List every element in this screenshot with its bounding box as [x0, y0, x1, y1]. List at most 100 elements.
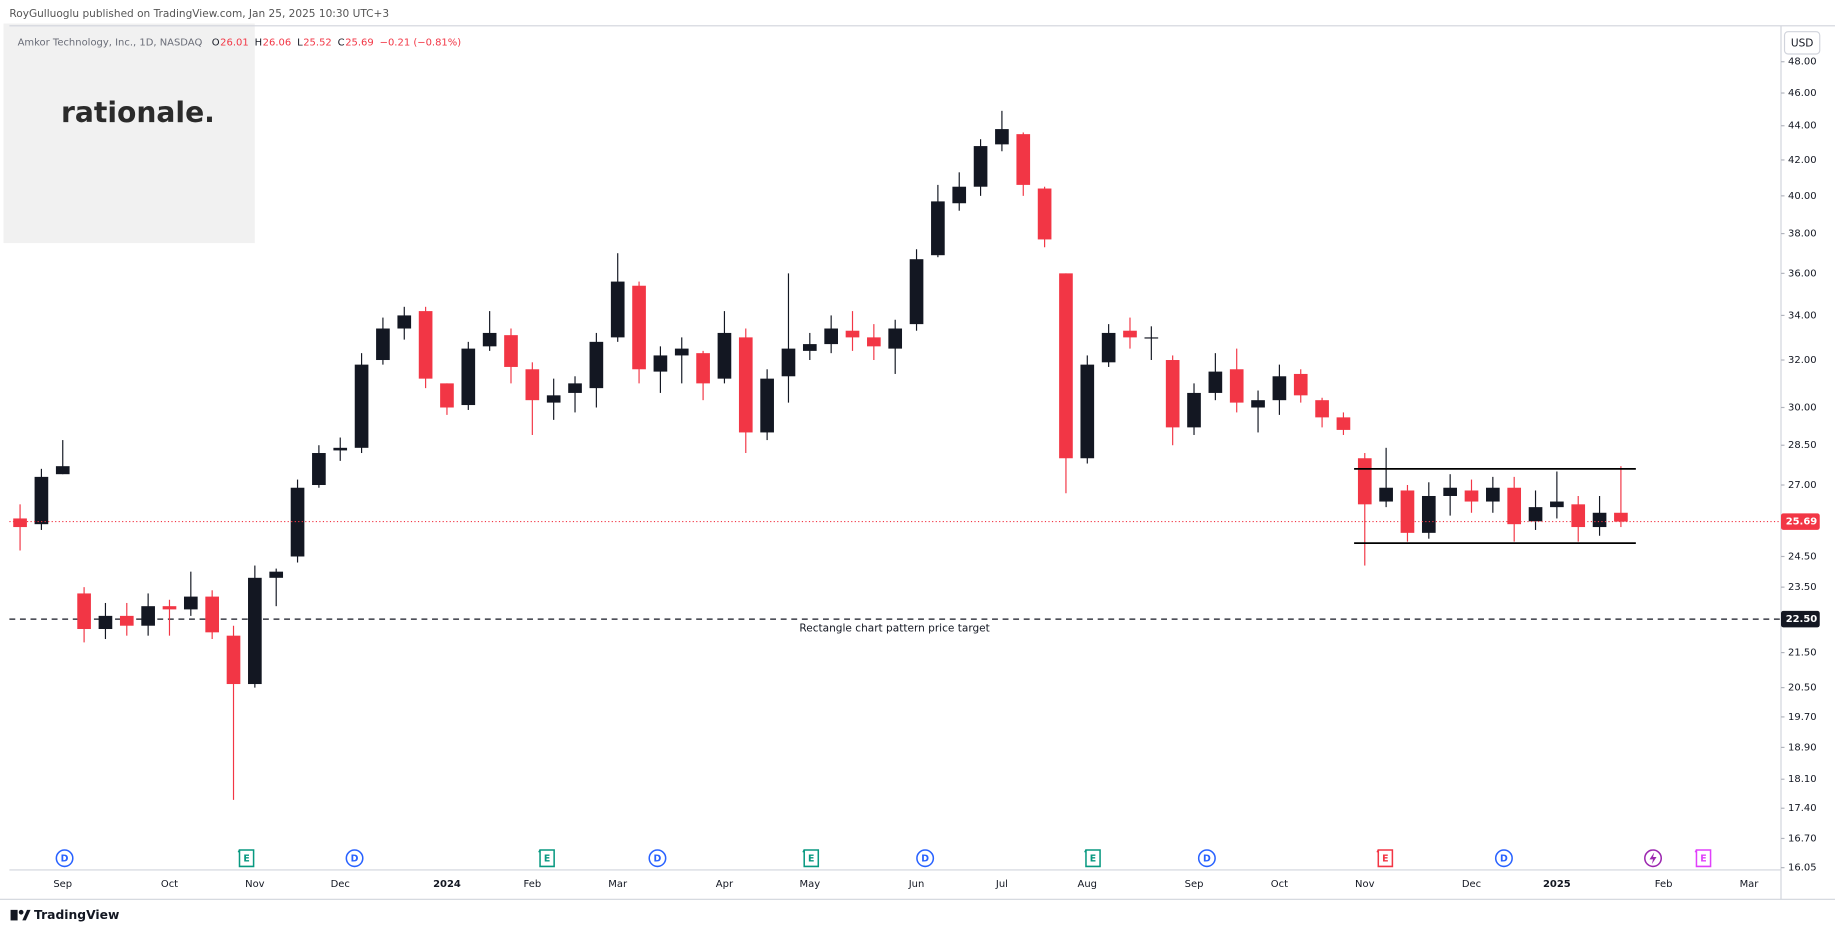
candle-body: [226, 635, 241, 685]
candle-body: [13, 518, 27, 528]
legend-change: −0.21 (−0.81%): [380, 37, 462, 48]
x-tick-label: 2024: [433, 879, 461, 890]
candle-body: [674, 348, 689, 356]
y-tick-label: 32.00: [1788, 355, 1817, 366]
event-label: E: [808, 853, 814, 864]
event-label: D: [61, 853, 69, 864]
last-price-label: 25.69: [1786, 517, 1818, 528]
candle-body: [1101, 332, 1116, 363]
lightning-event: [1644, 849, 1663, 868]
y-tick-label: 44.00: [1788, 121, 1817, 132]
candle-body: [952, 186, 967, 204]
target-label: 22.50: [1786, 614, 1818, 625]
candle-body: [141, 606, 155, 626]
y-tick-label: 18.90: [1788, 742, 1817, 753]
y-tick-label: 19.70: [1788, 712, 1817, 723]
candle-body: [888, 328, 903, 349]
candle-body: [269, 571, 284, 578]
candle-body: [354, 364, 369, 448]
x-tick-label: Nov: [1355, 879, 1375, 890]
legend-value: 25.52: [303, 37, 332, 48]
event-marker: [916, 849, 935, 868]
candle-body: [1037, 188, 1052, 240]
y-tick-label: 24.50: [1788, 551, 1817, 562]
event-marker: [1197, 849, 1216, 868]
candle-body: [973, 146, 988, 187]
y-tick-label: 48.00: [1788, 57, 1817, 68]
candle-body: [312, 453, 326, 486]
event-marker: [1694, 849, 1712, 868]
last-price-box: [1780, 513, 1820, 530]
x-tick-label: Feb: [524, 879, 542, 890]
candle-body: [119, 615, 134, 626]
legend-key: H: [255, 37, 263, 48]
event-label: D: [1500, 853, 1508, 864]
candle-body: [1571, 504, 1586, 528]
y-tick-label: 27.00: [1788, 480, 1817, 491]
event-label: E: [1700, 853, 1706, 864]
candle-body: [1251, 400, 1265, 408]
candle-body: [1315, 400, 1329, 418]
y-tick-label: 18.10: [1788, 774, 1817, 785]
candle-body: [183, 596, 198, 610]
x-tick-label: Dec: [1462, 879, 1481, 890]
y-tick-label: 16.70: [1788, 833, 1817, 844]
candle-body: [376, 328, 390, 361]
lightning-icon: [1649, 852, 1657, 865]
y-tick-label: 21.50: [1788, 648, 1817, 659]
candle-body: [1592, 512, 1607, 528]
candle-body: [589, 341, 604, 389]
candle-body: [1379, 487, 1393, 502]
logo-part: [22, 909, 31, 921]
legend-value: 25.69: [345, 37, 374, 48]
candle-body: [98, 615, 113, 630]
event-marker: [648, 849, 667, 868]
candle-body: [397, 315, 412, 329]
x-tick-label: Jun: [908, 879, 925, 890]
watermark-box: [3, 23, 255, 244]
x-tick-label: Sep: [53, 879, 72, 890]
candle-body: [802, 344, 817, 351]
currency-button[interactable]: [1783, 31, 1821, 55]
candle-body: [760, 378, 774, 433]
y-tick-label: 34.00: [1788, 310, 1817, 321]
candle-body: [1336, 417, 1351, 430]
event-label: D: [351, 853, 359, 864]
candle-body: [1144, 337, 1159, 339]
currency-label[interactable]: USD: [1791, 37, 1814, 49]
legend-value: 26.06: [263, 37, 292, 48]
logo-part: [10, 909, 18, 921]
candle-body: [55, 466, 70, 475]
candle-body: [1229, 369, 1244, 403]
candle-body: [77, 593, 91, 630]
event-marker: [1084, 849, 1101, 868]
candle-body: [290, 487, 305, 557]
x-tick-label: Sep: [1185, 879, 1204, 890]
event-label: E: [1382, 853, 1388, 864]
candle-body: [1059, 273, 1073, 459]
candle-body: [1464, 490, 1479, 502]
candle-body: [610, 281, 625, 338]
candle-body: [1421, 495, 1436, 533]
candle-body: [995, 129, 1009, 145]
candle-body: [546, 395, 561, 403]
candle-body: [867, 337, 881, 347]
target-box: [1780, 610, 1820, 628]
x-tick-label: Oct: [161, 879, 178, 890]
y-tick-label: 28.50: [1788, 440, 1817, 451]
event-marker: [1494, 849, 1513, 868]
candle-body: [162, 606, 177, 610]
x-tick-label: Aug: [1078, 879, 1097, 890]
target-annotation: Rectangle chart pattern price target: [799, 623, 989, 635]
candle-body: [1272, 376, 1287, 401]
x-tick-label: Oct: [1271, 879, 1288, 890]
event-marker: [55, 849, 74, 868]
candle-body: [1187, 392, 1201, 428]
y-tick-label: 23.50: [1788, 582, 1817, 593]
watermark: rationale.: [61, 96, 215, 129]
candle-body: [717, 332, 732, 379]
candle-body: [1400, 490, 1415, 533]
event-label: E: [544, 853, 550, 864]
